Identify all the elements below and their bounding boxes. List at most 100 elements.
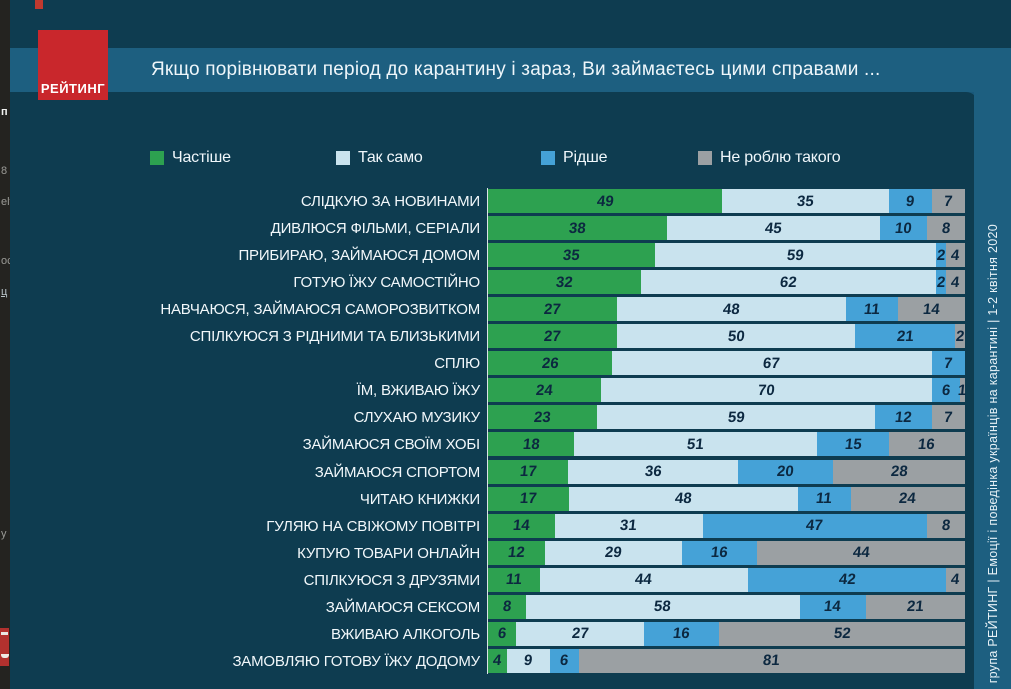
logo-fragment-mark — [1, 654, 9, 658]
segment-value: 50 — [726, 327, 746, 345]
segment-value: 1 — [957, 381, 968, 399]
bar-stack: 32 62 2 4 — [488, 270, 965, 295]
bar-stack: 6 27 16 52 — [488, 621, 965, 646]
category-label: ЗАЙМАЮСЯ СПОРТОМ — [314, 463, 480, 481]
segment-value: 44 — [634, 571, 654, 589]
chart-row: СЛУХАЮ МУЗИКУ 23 59 12 7 — [0, 405, 968, 430]
chart-row: ЗАМОВЛЯЮ ГОТОВУ ЇЖУ ДОДОМУ 4 9 6 81 — [0, 648, 968, 673]
segment-value: 59 — [786, 246, 805, 264]
bar-stack: 14 31 47 8 — [488, 513, 965, 538]
bar-segment-none: 44 — [757, 540, 965, 565]
legend-swatch-icon — [698, 151, 712, 165]
segment-value: 27 — [543, 327, 562, 345]
bar-segment-none: 4 — [945, 270, 965, 295]
page-title: Якщо порівнювати період до карантину і з… — [151, 59, 881, 80]
chart-row: ГОТУЮ ЇЖУ САМОСТІЙНО 32 62 2 4 — [0, 270, 968, 295]
segment-value: 4 — [950, 273, 961, 291]
segment-value: 4 — [492, 652, 503, 670]
chart-row: ДИВЛЮСЯ ФІЛЬМИ, СЕРІАЛИ 38 45 10 8 — [0, 216, 968, 241]
bar-segment-same: 59 — [596, 405, 876, 430]
segment-value: 49 — [595, 192, 615, 210]
bar-segment-more: 6 — [488, 621, 517, 646]
bar-segment-less: 6 — [550, 648, 579, 673]
segment-value: 26 — [540, 354, 560, 372]
segment-value: 17 — [518, 463, 538, 480]
bar-segment-more: 27 — [488, 324, 617, 349]
chart-row: НАВЧАЮСЯ, ЗАЙМАЮСЯ САМОРОЗВИТКОМ 27 48 11 14 — [0, 297, 968, 322]
bar-segment-less: 11 — [845, 297, 899, 322]
bar-segment-same: 9 — [507, 648, 550, 673]
category-label: ГУЛЯЮ НА СВІЖОМУ ПОВІТРІ — [266, 517, 480, 535]
segment-value: 7 — [943, 354, 954, 372]
chart-row: ВЖИВАЮ АЛКОГОЛЬ 6 27 16 52 — [0, 621, 968, 646]
category-label: СЛІДКУЮ ЗА НОВИНАМИ — [300, 193, 480, 210]
segment-value: 48 — [722, 300, 741, 318]
bar-stack: 27 50 21 2 — [488, 324, 965, 349]
legend-item: Не роблю такого — [698, 149, 841, 167]
bar-stack: 17 48 11 24 — [488, 486, 965, 511]
segment-value: 4 — [950, 246, 961, 264]
bar-stack: 23 59 12 7 — [488, 405, 965, 430]
bar-segment-more: 23 — [488, 405, 597, 430]
clipped-text-fragment: у — [1, 528, 7, 540]
axis-baseline — [487, 188, 488, 674]
segment-value: 58 — [653, 598, 672, 616]
bar-segment-more: 24 — [488, 378, 602, 403]
category-label: ВЖИВАЮ АЛКОГОЛЬ — [330, 625, 480, 643]
bar-segment-same: 31 — [554, 513, 703, 538]
bar-segment-more: 35 — [488, 243, 655, 268]
bar-segment-more: 4 — [488, 648, 508, 673]
clipped-text-fragment: elf — [1, 196, 10, 208]
bar-stack: 38 45 10 8 — [488, 216, 965, 241]
bar-segment-none: 8 — [926, 513, 965, 538]
segment-value: 14 — [922, 300, 941, 318]
bar-segment-more: 38 — [488, 216, 668, 241]
bar-segment-none: 81 — [578, 648, 965, 673]
bar-segment-none: 4 — [946, 567, 965, 592]
segment-value: 8 — [941, 219, 952, 237]
segment-value: 29 — [603, 544, 623, 562]
bar-segment-same: 48 — [616, 297, 846, 322]
bar-segment-more: 17 — [488, 486, 570, 511]
clipped-text-fragment: ц — [1, 286, 8, 298]
bar-segment-more: 32 — [488, 270, 641, 295]
bar-segment-same: 51 — [573, 432, 818, 457]
category-label: ГОТУЮ ЇЖУ САМОСТІЙНО — [293, 274, 480, 292]
segment-value: 59 — [726, 408, 746, 426]
bar-segment-same: 50 — [616, 324, 856, 349]
bar-segment-same: 27 — [516, 621, 644, 646]
background-page-edge: п 8 elf ос ц у — [0, 0, 10, 689]
bar-stack: 27 48 11 14 — [488, 297, 965, 322]
category-label: ЗАМОВЛЯЮ ГОТОВУ ЇЖУ ДОДОМУ — [232, 652, 480, 670]
bar-segment-less: 16 — [681, 540, 758, 565]
legend-label: Частіше — [172, 149, 231, 166]
category-label: ЧИТАЮ КНИЖКИ — [359, 490, 480, 508]
bar-segment-more: 14 — [488, 513, 555, 538]
segment-value: 6 — [497, 625, 508, 643]
category-label: НАВЧАЮСЯ, ЗАЙМАЮСЯ САМОРОЗВИТКОМ — [160, 301, 480, 319]
segment-value: 48 — [674, 490, 693, 508]
segment-value: 27 — [570, 625, 590, 643]
segment-value: 32 — [555, 273, 574, 291]
segment-value: 16 — [710, 544, 729, 562]
bar-segment-none: 8 — [927, 216, 965, 241]
category-label: ДИВЛЮСЯ ФІЛЬМИ, СЕРІАЛИ — [270, 220, 481, 238]
title-band: Якщо порівнювати період до карантину і з… — [10, 48, 1011, 92]
category-label: СПЛЮ — [434, 355, 480, 373]
bar-segment-less: 16 — [643, 621, 720, 646]
bar-segment-less: 42 — [747, 567, 947, 592]
bar-stack: 8 58 14 21 — [488, 594, 965, 619]
segment-value: 38 — [568, 219, 587, 237]
legend-label: Рідше — [563, 149, 608, 166]
bar-segment-less: 11 — [798, 486, 851, 511]
bar-stack: 26 67 7 — [488, 351, 965, 376]
segment-value: 17 — [519, 490, 538, 508]
segment-value: 9 — [523, 652, 534, 670]
bar-segment-same: 45 — [667, 216, 880, 241]
segment-value: 62 — [779, 273, 798, 291]
bar-segment-less: 10 — [879, 216, 928, 241]
segment-value: 21 — [906, 598, 925, 616]
clipped-text-fragment: ос — [1, 255, 10, 267]
bar-segment-same: 44 — [539, 567, 748, 592]
category-label: КУПУЮ ТОВАРИ ОНЛАЙН — [297, 544, 480, 562]
